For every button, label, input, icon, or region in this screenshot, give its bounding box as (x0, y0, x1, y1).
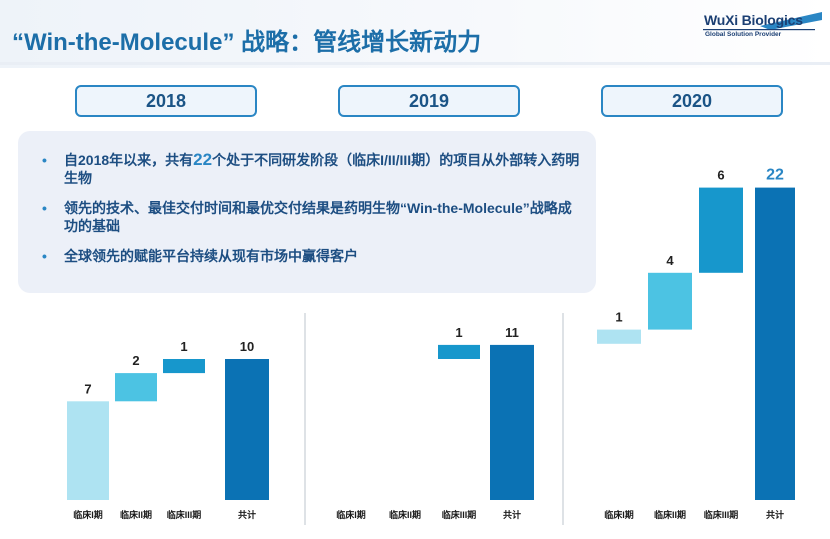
data-label-2020-3: 22 (766, 167, 784, 184)
slide-title: “Win-the-Molecule” 战略：管线增长新动力 (12, 29, 482, 56)
data-label-2020-0: 1 (615, 310, 622, 325)
year-box-2018: 2018 (75, 85, 257, 117)
data-label-2018-2: 1 (180, 339, 187, 354)
bar-2019-3 (490, 344, 534, 500)
tick-label-2020-3: 共计 (766, 509, 784, 520)
bullet-dot-icon: • (42, 248, 47, 264)
tick-label-2020-1: 临床II期 (654, 509, 686, 520)
tick-label-2018-1: 临床II期 (120, 509, 152, 520)
tick-label-2020-2: 临床III期 (704, 509, 739, 520)
bar-2020-3 (755, 187, 795, 500)
bullet-dot-icon: • (42, 152, 47, 168)
year-box-2020: 2020 (601, 85, 783, 117)
data-label-2018-3: 10 (240, 339, 254, 354)
title-banner (0, 0, 830, 68)
data-label-2018-0: 7 (84, 381, 91, 396)
highlight-number: 22 (193, 150, 213, 169)
bar-2018-2 (163, 359, 205, 374)
logo-mark (703, 12, 822, 31)
tick-label-2018-3: 共计 (238, 509, 256, 520)
bullet-item: • 全球领先的赋能平台持续从现有市场中赢得客户 (42, 248, 358, 264)
bullet-dot-icon: • (42, 200, 47, 216)
logo-tagline: Global Solution Provider (705, 31, 782, 38)
bullet-item: • 自2018年以来，共有22个处于不同研发阶段（临床I/II/III期）的项目从… (42, 150, 580, 187)
data-label-2019-2: 1 (455, 325, 462, 340)
bar-2020-0 (597, 329, 641, 344)
bar-2020-2 (699, 187, 743, 273)
bar-2018-1 (115, 373, 157, 402)
data-label-2020-2: 6 (717, 168, 724, 183)
tick-label-2019-3: 共计 (503, 509, 521, 520)
tick-label-2018-2: 临床III期 (167, 509, 202, 520)
company-logo: WuXi Biologics Global Solution Provider (700, 10, 822, 48)
tick-label-2020-0: 临床I期 (604, 509, 634, 520)
bar-2018-0 (67, 401, 109, 500)
data-label-2019-3: 11 (505, 325, 519, 340)
logo-name: WuXi Biologics (704, 12, 803, 28)
data-label-2020-1: 4 (666, 253, 674, 268)
title-rule (0, 62, 830, 65)
tick-label-2019-0: 临床I期 (336, 509, 366, 520)
tick-label-2018-0: 临床I期 (73, 509, 103, 520)
data-label-2018-1: 2 (132, 353, 139, 368)
bar-2019-2 (438, 344, 480, 359)
tick-label-2019-2: 临床III期 (442, 509, 477, 520)
bullet-item: • 领先的技术、最佳交付时间和最优交付结果是药明生物“Win-the-Molecu… (42, 200, 572, 234)
tick-label-2019-1: 临床II期 (389, 509, 421, 520)
bar-2018-3 (225, 359, 269, 500)
highlights-panel: • 自2018年以来，共有22个处于不同研发阶段（临床I/II/III期）的项目从… (18, 131, 596, 293)
year-box-2019: 2019 (338, 85, 520, 117)
bar-2020-1 (648, 272, 692, 330)
